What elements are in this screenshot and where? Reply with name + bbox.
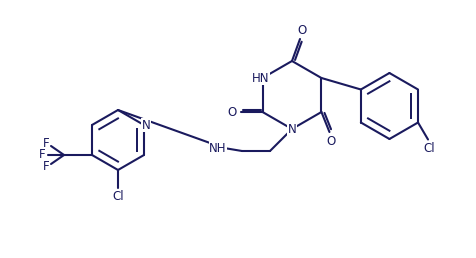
Text: NH: NH <box>209 141 226 155</box>
Text: O: O <box>326 134 336 148</box>
Text: Cl: Cl <box>422 142 434 155</box>
Text: F: F <box>43 160 49 173</box>
Text: Cl: Cl <box>112 190 124 204</box>
Text: F: F <box>39 149 45 162</box>
Text: F: F <box>43 136 49 149</box>
Text: O: O <box>297 23 306 36</box>
Text: N: N <box>141 118 150 132</box>
Text: HN: HN <box>251 71 269 85</box>
Text: O: O <box>227 106 236 118</box>
Text: N: N <box>287 123 296 135</box>
